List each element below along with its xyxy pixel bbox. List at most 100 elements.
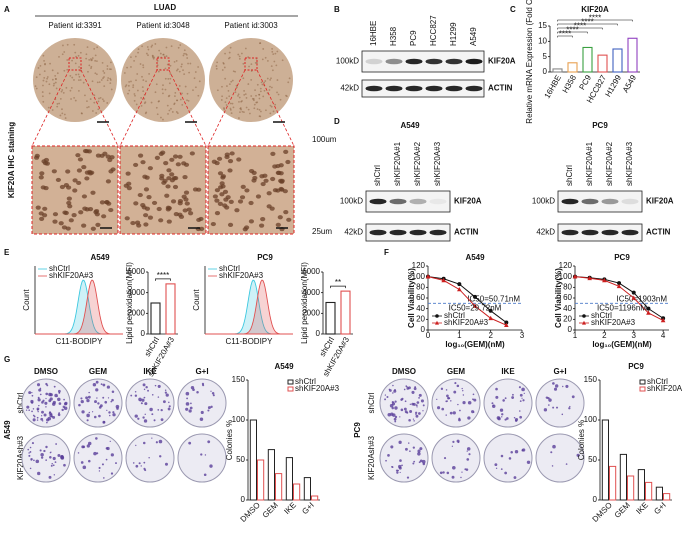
zoom-guide xyxy=(31,69,70,147)
texture xyxy=(253,107,256,110)
colony xyxy=(186,397,189,400)
band xyxy=(581,198,599,205)
nucleus xyxy=(62,210,68,215)
texture xyxy=(224,77,227,80)
nucleus xyxy=(248,168,255,174)
colony xyxy=(48,475,52,479)
colony xyxy=(165,393,169,397)
x-axis-label: C11-BODIPY xyxy=(56,337,104,346)
texture xyxy=(259,87,262,90)
nucleus xyxy=(229,151,235,156)
texture xyxy=(143,102,146,105)
texture xyxy=(255,101,258,104)
texture xyxy=(238,96,241,99)
texture xyxy=(137,48,140,51)
texture xyxy=(65,86,68,89)
texture xyxy=(100,79,103,81)
texture xyxy=(258,97,261,100)
colony xyxy=(155,441,158,444)
nucleus xyxy=(101,214,107,219)
texture xyxy=(106,102,109,104)
colony xyxy=(514,419,518,422)
texture xyxy=(229,102,232,105)
band xyxy=(445,58,463,65)
texture xyxy=(230,112,233,114)
nucleus xyxy=(137,192,143,198)
blot xyxy=(361,79,485,98)
cell-label: A549 xyxy=(3,420,12,440)
colony xyxy=(45,459,47,461)
legend-label: shCtrl xyxy=(444,311,465,320)
colony xyxy=(160,418,164,422)
texture xyxy=(249,112,251,115)
nucleus xyxy=(214,188,220,193)
colony xyxy=(53,385,56,388)
texture xyxy=(161,88,164,91)
texture xyxy=(268,89,271,91)
colony xyxy=(491,402,494,405)
texture xyxy=(228,56,231,59)
texture xyxy=(240,52,243,55)
legend-label: shCtrl xyxy=(647,377,668,386)
texture xyxy=(285,95,288,98)
colony xyxy=(447,396,450,400)
colony xyxy=(185,407,189,411)
texture xyxy=(77,73,80,76)
colony xyxy=(57,413,61,417)
band xyxy=(425,58,443,65)
colony xyxy=(63,463,66,467)
nucleus xyxy=(266,191,272,196)
texture xyxy=(238,57,241,60)
colony xyxy=(210,405,213,408)
texture xyxy=(78,75,81,78)
texture xyxy=(48,83,51,86)
colony xyxy=(495,467,498,469)
y-tick-label: 0 xyxy=(543,67,548,76)
colony xyxy=(135,444,137,447)
dish xyxy=(431,378,481,428)
texture xyxy=(259,42,261,45)
texture xyxy=(227,89,230,92)
colony xyxy=(445,389,448,391)
colony xyxy=(417,449,421,453)
patient-id: Patient id:3003 xyxy=(224,21,278,30)
texture xyxy=(287,81,290,84)
nucleus xyxy=(260,217,266,222)
texture xyxy=(139,63,142,65)
colony xyxy=(31,442,34,445)
colony xyxy=(164,462,168,466)
colony xyxy=(58,413,60,415)
colony xyxy=(562,385,564,388)
texture xyxy=(243,93,246,96)
colony xyxy=(149,407,153,412)
nucleus xyxy=(216,156,223,161)
colony xyxy=(86,419,89,422)
panel-label: G xyxy=(4,355,10,364)
colony xyxy=(151,413,154,416)
nucleus xyxy=(227,159,234,164)
texture xyxy=(42,54,45,57)
texture xyxy=(53,82,55,85)
texture xyxy=(231,79,234,82)
nucleus xyxy=(172,184,179,190)
colony xyxy=(49,393,53,397)
nucleus xyxy=(186,207,192,212)
colony xyxy=(33,415,36,418)
texture xyxy=(79,79,82,81)
texture xyxy=(151,55,154,58)
colony xyxy=(95,437,98,440)
texture xyxy=(244,47,247,50)
colony xyxy=(32,408,35,410)
texture xyxy=(63,51,66,53)
colony xyxy=(449,411,453,415)
texture xyxy=(94,59,97,62)
nucleus xyxy=(105,154,111,159)
colony xyxy=(442,471,445,474)
colony xyxy=(25,409,28,411)
texture xyxy=(154,91,157,94)
colony xyxy=(399,416,401,418)
texture xyxy=(193,77,196,80)
colony xyxy=(212,394,215,397)
marker xyxy=(488,315,493,321)
y-tick-label: 100 xyxy=(232,415,246,424)
